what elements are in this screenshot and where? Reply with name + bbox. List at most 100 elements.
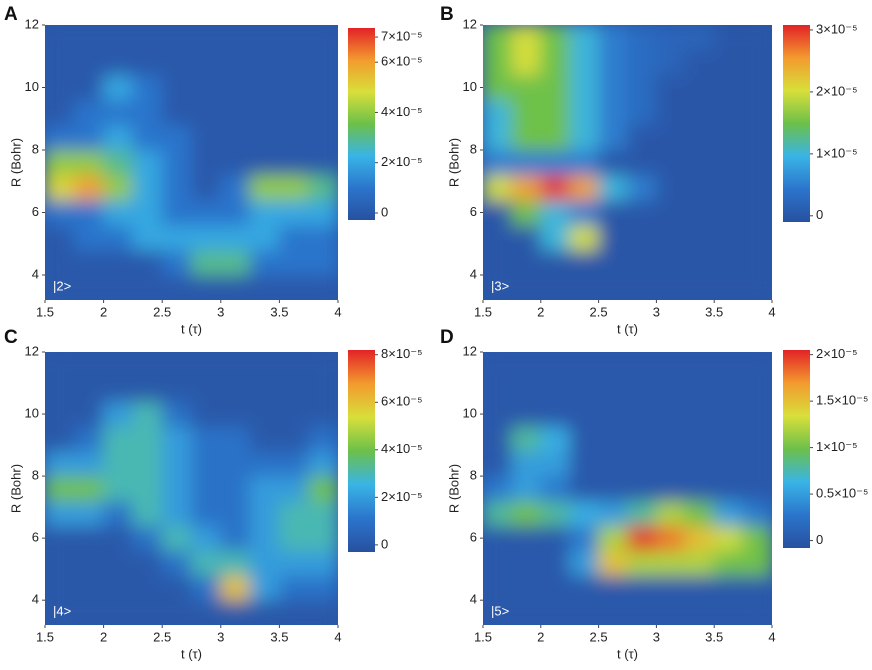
heatmap-cell bbox=[191, 224, 222, 251]
heatmap-cell bbox=[742, 25, 772, 51]
panel-label: C bbox=[4, 327, 18, 348]
heatmap-cell bbox=[742, 475, 772, 502]
colorbar-tick-label: 2×10⁻⁵ bbox=[816, 346, 858, 361]
heatmap-cell bbox=[569, 574, 600, 601]
heatmap-cell bbox=[249, 274, 280, 300]
heatmap-cell bbox=[45, 174, 75, 201]
heatmap-cell bbox=[73, 525, 105, 552]
heatmap-cell bbox=[684, 401, 715, 427]
heatmap-cell bbox=[511, 49, 542, 76]
heatmap-cell bbox=[742, 574, 772, 601]
heatmap-cell bbox=[627, 174, 657, 201]
heatmap-cell bbox=[684, 49, 715, 76]
heatmap-cell bbox=[220, 352, 251, 378]
panel: 1.5 2 2.5 3 3.5 4 4 6 8 10 12 t (τ) R (Bohr) D |5> 0 0.5… bbox=[440, 327, 868, 661]
heatmap-cell bbox=[598, 124, 628, 151]
y-tick-label: 10 bbox=[25, 79, 39, 94]
heatmap-cell bbox=[713, 525, 744, 552]
heatmap-cell bbox=[540, 74, 571, 101]
heatmap-cell bbox=[598, 224, 628, 251]
heatmap-cell bbox=[249, 224, 280, 251]
heatmap-cell bbox=[742, 149, 772, 176]
heatmap-cell bbox=[278, 174, 310, 201]
heatmap-cell bbox=[540, 500, 571, 527]
heatmap-cell bbox=[684, 174, 715, 201]
x-tick-label: 2.5 bbox=[153, 629, 171, 644]
heatmap-cell bbox=[511, 199, 542, 226]
heatmap-cell bbox=[132, 199, 163, 226]
heatmap-cell bbox=[684, 525, 715, 552]
heatmap-cell bbox=[308, 174, 338, 201]
heatmap-cell bbox=[220, 550, 251, 576]
x-tick-label: 2.5 bbox=[590, 304, 608, 319]
state-annotation: |5> bbox=[491, 603, 509, 618]
heatmap-cell bbox=[103, 599, 134, 625]
heatmap-cell bbox=[742, 249, 772, 276]
heatmap-cell bbox=[45, 401, 75, 427]
heatmap-cell bbox=[569, 49, 600, 76]
heatmap-cell bbox=[684, 74, 715, 101]
heatmap-cell bbox=[132, 599, 163, 625]
heatmap-cell bbox=[598, 174, 628, 201]
heatmap-cell bbox=[483, 199, 513, 226]
heatmap-cell bbox=[684, 124, 715, 151]
heatmap-cell bbox=[73, 74, 105, 101]
heatmap-cell bbox=[278, 525, 310, 552]
colorbar-tick-label: 4×10⁻⁵ bbox=[381, 104, 423, 119]
heatmap-cell bbox=[627, 599, 657, 625]
heatmap-cell bbox=[598, 599, 628, 625]
heatmap-cell bbox=[191, 550, 222, 576]
heatmap-cell bbox=[684, 274, 715, 300]
heatmap-cell bbox=[483, 500, 513, 527]
heatmap-cell bbox=[598, 352, 628, 378]
heatmap-cell bbox=[103, 74, 134, 101]
heatmap-cell bbox=[308, 401, 338, 427]
heatmap-cell bbox=[540, 401, 571, 427]
heatmap-cell bbox=[249, 25, 280, 51]
heatmap-cell bbox=[191, 352, 222, 378]
heatmap-cell bbox=[684, 599, 715, 625]
heatmap-cell bbox=[655, 149, 686, 176]
heatmap-cell bbox=[627, 574, 657, 601]
panel: 1.5 2 2.5 3 3.5 4 4 6 8 10 12 t (τ) R (Bohr) B |3> 0 1×1… bbox=[440, 4, 858, 336]
heatmap-cell bbox=[483, 550, 513, 576]
heatmap-cell bbox=[220, 425, 251, 452]
heatmap-cell bbox=[540, 450, 571, 477]
state-annotation: |3> bbox=[491, 278, 509, 293]
x-tick-label: 3 bbox=[653, 304, 660, 319]
colorbar-tick-label: 2×10⁻⁵ bbox=[381, 489, 423, 504]
heatmap-cell bbox=[249, 149, 280, 176]
heatmap-cell bbox=[278, 49, 310, 76]
heatmap-cell bbox=[161, 249, 192, 276]
heatmap-cell bbox=[627, 199, 657, 226]
heatmap-cell bbox=[103, 274, 134, 300]
heatmap-cell bbox=[511, 25, 542, 51]
state-annotation: |2> bbox=[53, 278, 71, 293]
heatmap-cell bbox=[103, 574, 134, 601]
x-tick-label: 1.5 bbox=[36, 629, 54, 644]
heatmap-cell bbox=[742, 99, 772, 126]
heatmap-cell bbox=[249, 352, 280, 378]
x-tick-label: 4 bbox=[768, 629, 775, 644]
heatmap-cell bbox=[713, 224, 744, 251]
y-tick-label: 8 bbox=[470, 468, 477, 483]
heatmap-cell bbox=[220, 574, 251, 601]
y-tick-label: 6 bbox=[32, 530, 39, 545]
heatmap-cell bbox=[73, 199, 105, 226]
heatmap-cell bbox=[161, 124, 192, 151]
heatmap-cells bbox=[45, 25, 338, 300]
heatmap-cell bbox=[220, 376, 251, 403]
x-tick-label: 4 bbox=[334, 304, 341, 319]
x-tick-label: 2.5 bbox=[153, 304, 171, 319]
heatmap-cell bbox=[598, 550, 628, 576]
heatmap-cell bbox=[511, 174, 542, 201]
heatmap-cell bbox=[684, 99, 715, 126]
heatmap-cell bbox=[278, 352, 310, 378]
heatmap-cell bbox=[249, 475, 280, 502]
heatmap-cell bbox=[161, 174, 192, 201]
heatmap-cell bbox=[627, 74, 657, 101]
heatmap-cell bbox=[249, 99, 280, 126]
heatmap-cell bbox=[684, 199, 715, 226]
heatmap-cell bbox=[103, 425, 134, 452]
heatmap-cell bbox=[132, 574, 163, 601]
